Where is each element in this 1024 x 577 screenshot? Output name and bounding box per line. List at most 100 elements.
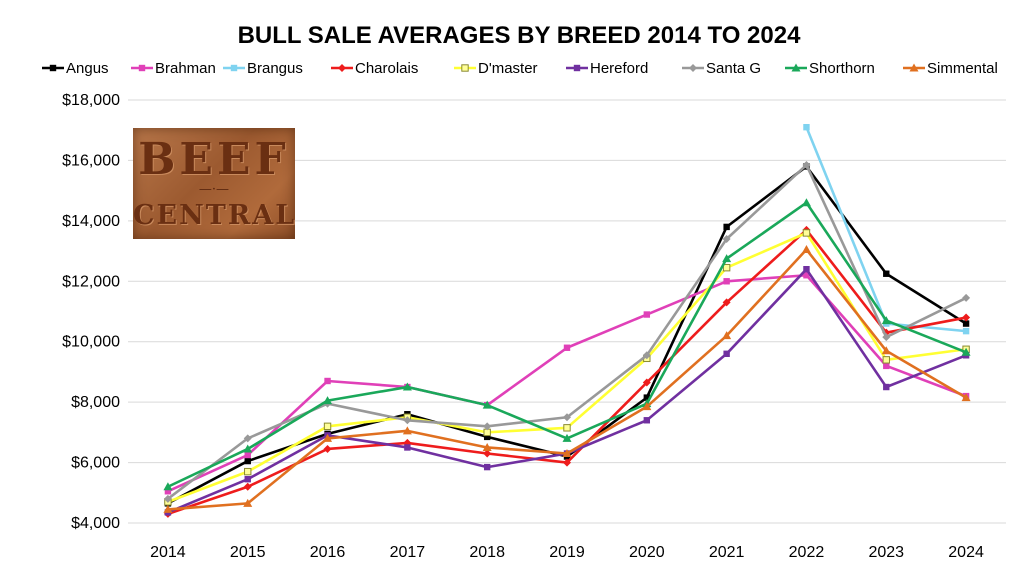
legend-marker	[461, 64, 469, 72]
data-point-brahman	[643, 311, 651, 318]
y-axis: $4,000 $6,000 $8,000 $10,000 $12,000 $14,000 $…	[62, 92, 120, 532]
data-point-santa-g	[483, 422, 492, 431]
legend-marker	[791, 63, 801, 72]
legend-label: Simmental	[927, 60, 998, 77]
legend-item-brahman: Brahman	[131, 60, 216, 77]
data-point-hereford	[803, 266, 810, 273]
data-point-angus	[643, 394, 651, 401]
data-point-simmental	[323, 433, 333, 442]
data-point-charolais	[483, 449, 492, 458]
data-point-simmental	[642, 402, 652, 411]
data-point-simmental	[961, 393, 971, 402]
x-tick-label: 2021	[709, 544, 745, 561]
y-tick-label: $10,000	[62, 334, 120, 351]
data-point-santa-g	[243, 434, 252, 443]
x-axis: 2014 2015 2016 2017 2018 2019 2020 2021 2022 2023…	[150, 544, 984, 561]
data-point-charolais	[323, 444, 332, 453]
legend-marker	[573, 64, 581, 72]
data-point-simmental	[482, 442, 492, 451]
x-tick-label: 2024	[948, 544, 984, 561]
data-point-d-master	[244, 467, 252, 476]
data-point-simmental	[243, 498, 253, 507]
data-point-santa-g	[962, 293, 971, 302]
data-point-d-master	[722, 263, 731, 272]
data-point-simmental	[722, 331, 732, 340]
legend-item-angus: Angus	[42, 60, 109, 77]
data-point-shorthorn	[163, 482, 173, 491]
series-group	[163, 123, 971, 518]
data-point-shorthorn	[881, 316, 891, 325]
x-tick-label: 2022	[789, 544, 825, 561]
beef-central-logo: BEEF —·— CENTRAL	[133, 128, 295, 239]
legend: Angus Brahman Brangus Charolais D'master Here…	[42, 60, 998, 77]
y-tick-label: $14,000	[62, 213, 120, 230]
x-tick-label: 2023	[868, 544, 904, 561]
data-point-charolais	[563, 458, 571, 467]
data-point-d-master	[563, 424, 571, 432]
data-point-angus	[883, 270, 890, 277]
data-point-hereford	[404, 444, 411, 451]
data-point-shorthorn	[801, 198, 811, 207]
data-point-d-master	[802, 229, 811, 237]
x-tick-label: 2020	[629, 544, 665, 561]
x-tick-label: 2019	[549, 544, 585, 561]
data-point-santa-g	[563, 413, 571, 422]
series-line-simmental	[167, 248, 967, 511]
data-point-hereford	[643, 417, 651, 424]
data-point-santa-g	[642, 351, 651, 360]
y-tick-label: $8,000	[71, 394, 120, 411]
x-tick-label: 2014	[150, 544, 186, 561]
data-point-d-master	[323, 422, 332, 431]
data-point-santa-g	[403, 416, 412, 425]
legend-item-shorthorn: Shorthorn	[785, 60, 875, 77]
data-point-brahman	[324, 377, 331, 385]
legend-item-brangus: Brangus	[223, 60, 303, 77]
legend-marker	[49, 64, 57, 72]
data-point-shorthorn	[961, 347, 971, 356]
data-point-brahman	[244, 451, 251, 459]
logo-word-beef: BEEF	[138, 134, 290, 185]
data-point-d-master	[882, 356, 890, 364]
legend-label: Angus	[66, 60, 109, 77]
y-tick-label: $12,000	[62, 273, 120, 290]
legend-label: Shorthorn	[809, 60, 875, 77]
legend-label: Hereford	[590, 60, 648, 77]
legend-label: Charolais	[355, 60, 418, 77]
data-point-brangus	[962, 327, 970, 335]
data-point-santa-g	[722, 234, 731, 243]
legend-item-charolais: Charolais	[331, 60, 418, 77]
legend-label: Santa G	[706, 60, 761, 77]
data-point-charolais	[243, 482, 252, 491]
chart-title: BULL SALE AVERAGES BY BREED 2014 TO 2024	[238, 22, 802, 49]
data-point-shorthorn	[562, 433, 572, 442]
legend-item-santa-g: Santa G	[682, 60, 761, 77]
legend-item-d-master: D'master	[454, 60, 538, 77]
data-point-brahman	[723, 278, 730, 285]
data-point-brahman	[803, 272, 810, 279]
y-tick-label: $6,000	[71, 455, 120, 472]
data-point-santa-g	[882, 333, 891, 342]
y-tick-label: $18,000	[62, 92, 120, 109]
legend-label: D'master	[478, 60, 538, 77]
legend-label: Brahman	[155, 60, 216, 77]
x-tick-label: 2017	[390, 544, 426, 561]
data-point-simmental	[402, 426, 412, 435]
legend-marker	[138, 64, 146, 72]
data-point-santa-g	[163, 494, 172, 503]
data-point-brangus	[803, 123, 810, 131]
y-tick-label: $4,000	[71, 515, 120, 532]
legend-item-hereford: Hereford	[566, 60, 648, 77]
data-point-shorthorn	[722, 254, 732, 263]
data-point-shorthorn	[402, 382, 412, 391]
data-point-charolais	[962, 313, 971, 322]
logo-divider: —·—	[198, 182, 230, 197]
data-point-simmental	[163, 504, 173, 513]
data-point-simmental	[562, 449, 572, 458]
data-point-hereford	[244, 475, 251, 483]
x-tick-label: 2016	[310, 544, 346, 561]
data-point-brahman	[563, 344, 571, 351]
series-simmental	[163, 245, 971, 513]
data-point-angus	[244, 457, 251, 465]
legend-item-simmental: Simmental	[903, 60, 998, 77]
